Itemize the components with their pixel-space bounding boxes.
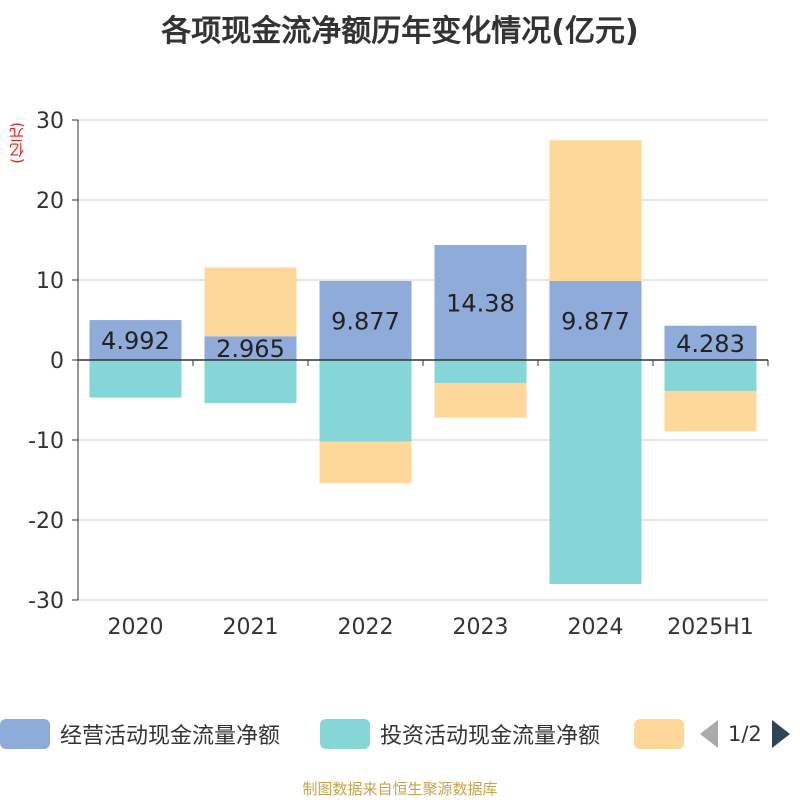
legend: 经营活动现金流量净额 投资活动现金流量净额 [0,716,800,756]
bar-series0-2020 [89,320,182,360]
bar-series1-2024 [549,360,642,584]
legend-pager: 1/2 [700,716,800,752]
y-tick-label: -30 [28,589,64,614]
legend-page-indicator: 1/2 [728,722,762,746]
bar-series2-2024 [549,140,642,281]
y-tick-label: -10 [28,429,64,454]
data-label: 4.992 [101,327,170,355]
bar-series1-2022 [319,360,412,442]
bar-series0-2024 [549,280,642,360]
legend-item-financing[interactable] [634,716,684,752]
bar-series2-2025H1 [664,391,757,432]
legend-item-investing[interactable]: 投资活动现金流量净额 [320,716,600,752]
legend-label-investing: 投资活动现金流量净额 [380,724,601,749]
chart-title: 各项现金流净额历年变化情况(亿元) [161,14,639,49]
legend-item-operating[interactable]: 经营活动现金流量净额 [0,716,280,752]
data-label: 4.283 [676,330,745,358]
x-tick-label: 2024 [568,615,624,640]
bar-chart: 30 20 10 0 -10 -20 -30 4.992 2.965 9.877 14.38 9.87… [28,109,769,640]
bar-series0-2023 [434,244,527,360]
bar-series2-2021 [204,267,297,337]
data-label: 9.877 [561,307,630,335]
legend-prev-icon[interactable] [700,720,718,748]
bar-series1-2023 [434,360,527,384]
legend-next-icon[interactable] [771,720,790,748]
legend-swatch-financing [634,719,684,749]
legend-label-operating: 经营活动现金流量净额 [60,724,281,749]
bar-series1-2021 [204,360,297,404]
bar-series0-2022 [319,280,412,360]
data-label: 14.38 [446,289,515,317]
x-tick-label: 2025H1 [667,615,754,640]
y-tick-label: 20 [36,189,64,214]
y-tick-label: 0 [50,349,64,374]
y-tick-label: -20 [28,509,64,534]
y-tick-label: 30 [36,109,64,134]
data-label: 2.965 [216,335,285,363]
bar-series0-2021 [204,336,297,360]
bar-series0-2025H1 [664,325,757,360]
legend-swatch-operating [0,719,50,749]
data-source-footer: 制图数据来自恒生聚源数据库 [302,780,498,798]
bar-series1-2025H1 [664,360,757,392]
bar-series1-2020 [89,360,182,398]
data-label: 9.877 [331,307,400,335]
bar-series2-2023 [434,383,527,418]
y-tick-label: 10 [36,269,64,294]
legend-swatch-investing [320,719,370,749]
x-tick-label: 2022 [338,615,394,640]
x-tick-label: 2020 [108,615,164,640]
x-tick-label: 2021 [223,615,279,640]
bar-series2-2022 [319,441,412,484]
x-tick-label: 2023 [453,615,509,640]
